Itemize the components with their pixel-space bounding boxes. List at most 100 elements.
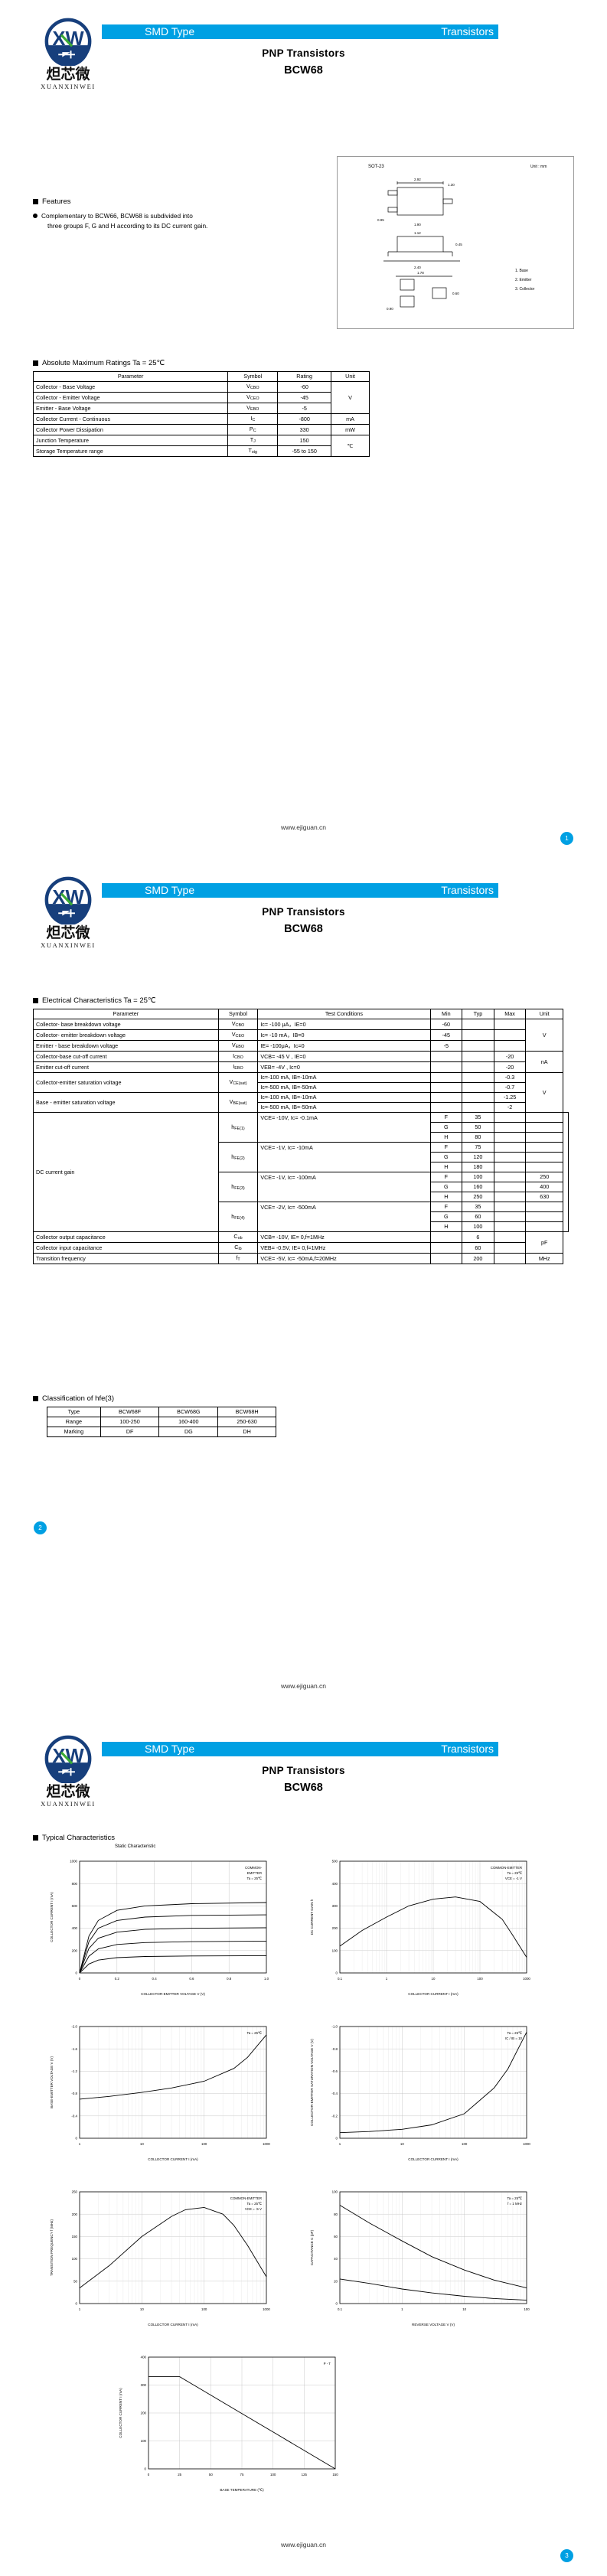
cell-min bbox=[429, 1242, 463, 1254]
svg-text:1: 1 bbox=[339, 2142, 341, 2146]
doc-subtitle: PNP Transistors bbox=[262, 1765, 345, 1776]
cell-min: 120 bbox=[462, 1152, 494, 1162]
svg-text:1000: 1000 bbox=[263, 2307, 270, 2311]
cell-gain-group: F bbox=[429, 1172, 463, 1182]
cell-typ bbox=[462, 1082, 494, 1093]
svg-text:COLLECTOR CURRENT I (mA): COLLECTOR CURRENT I (mA) bbox=[50, 1892, 54, 1942]
cell-symbol: hFE(1) bbox=[217, 1112, 259, 1143]
chart-cap-v: 0.1 1 10 100 0 20 40 60 80 100 Ta = 25℃ f = 1 MHz RE… bbox=[306, 2183, 536, 2328]
cell-test-condition: VCB= -10V, IE= 0,f=1MHz bbox=[257, 1231, 431, 1243]
brand-name-cn: 炟芯微 bbox=[46, 924, 90, 941]
table-row: Junction Temperature TJ 150 ℃ bbox=[32, 435, 370, 457]
cell-max: -20 bbox=[493, 1061, 527, 1073]
table-row: Marking DF DG DH bbox=[47, 1427, 276, 1437]
svg-text:200: 200 bbox=[332, 1926, 338, 1930]
svg-text:0.2: 0.2 bbox=[115, 1977, 120, 1981]
svg-text:Ta = 25℃: Ta = 25℃ bbox=[507, 2196, 523, 2200]
symbol: VCEO bbox=[231, 1031, 245, 1039]
page-header: XW 炟芯微 XUANXINWEI SMD Type Transistors P… bbox=[0, 0, 607, 92]
cell-max bbox=[525, 1152, 563, 1162]
cell-unit: V bbox=[525, 1019, 563, 1052]
table-row: Ic=-500 mA, IB=-50mA -0.7 bbox=[34, 1082, 569, 1093]
typical-heading: Typical Characteristics bbox=[33, 1834, 115, 1842]
svg-text:10: 10 bbox=[140, 2142, 144, 2146]
table-row: Collector Power Dissipation PC 330 mW bbox=[32, 424, 370, 435]
svg-text:1000: 1000 bbox=[70, 1860, 77, 1864]
cell-parameter: Collector Current - Continuous bbox=[32, 413, 229, 425]
cell-symbol: fT bbox=[217, 1253, 259, 1264]
features-section: Features Complementary to BCW66, BCW68 i… bbox=[33, 197, 207, 231]
elec-section: Electrical Characteristics Ta = 25℃ Para… bbox=[33, 996, 569, 1264]
cell-parameter: Junction Temperature bbox=[32, 435, 229, 446]
svg-text:-0.4: -0.4 bbox=[71, 2114, 77, 2118]
chart-ft-ic: 1 10 100 1000 0 50 100 150 200 250 COMMON-EMITTER T… bbox=[46, 2183, 276, 2328]
svg-text:0: 0 bbox=[76, 2137, 78, 2141]
title-bar-left: SMD Type bbox=[145, 884, 195, 896]
chart-hfe-ic-plot: 0.1 1 10 100 1000 0 100 200 300 400 500 COMMON-EMIT… bbox=[310, 1860, 530, 1996]
brand-name-cn: 炟芯微 bbox=[46, 1783, 90, 1800]
electrical-characteristics-table: Parameter Symbol Test Conditions Min Typ… bbox=[33, 1009, 569, 1264]
svg-text:Ta = 25℃: Ta = 25℃ bbox=[247, 1877, 263, 1880]
table-row: Storage Temperature range Tstg -55 to 150 bbox=[32, 445, 370, 457]
svg-text:Ta = 25℃: Ta = 25℃ bbox=[247, 2202, 263, 2206]
svg-text:BASE TEMPERATURE (℃): BASE TEMPERATURE (℃) bbox=[220, 2488, 264, 2492]
cell-max bbox=[493, 1231, 527, 1243]
svg-text:COLLECTOR CURRENT I (mA): COLLECTOR CURRENT I (mA) bbox=[408, 1992, 459, 1996]
package-unit-note: Unit : mm bbox=[530, 165, 547, 169]
brand-name-en: XUANXINWEI bbox=[41, 83, 96, 90]
page-2: XW 炟芯微 XUANXINWEI SMD Type Transistors P… bbox=[0, 859, 607, 1717]
chart-derating-plot: 0 25 50 75 100 125 150 0 100 200 300 400 P - T BASE T… bbox=[119, 2356, 338, 2492]
svg-text:Ta = 25℃: Ta = 25℃ bbox=[507, 1871, 523, 1875]
col-parameter: Parameter bbox=[33, 1009, 219, 1019]
cell-max: 400 bbox=[525, 1182, 563, 1192]
svg-text:40: 40 bbox=[334, 2257, 338, 2261]
cell-symbol: hFE(2) bbox=[217, 1142, 259, 1172]
col-max: Max bbox=[493, 1009, 527, 1019]
cell-parameter: Collector - Base Voltage bbox=[32, 381, 229, 393]
cell-parameter: Collector input capacitance bbox=[33, 1242, 219, 1254]
feature-line-1: Complementary to BCW66, BCW68 is subdivi… bbox=[41, 212, 193, 220]
brand-logo: XW 炟芯微 XUANXINWEI bbox=[33, 17, 103, 90]
table-row: G 160 400 bbox=[34, 1182, 569, 1192]
table-row: Collector input capacitance Cib VEB= -0.5V… bbox=[33, 1242, 569, 1254]
svg-text:1: 1 bbox=[386, 1977, 388, 1981]
table-row: Emitter cut-off current IEBO VEB= -4V , Ic… bbox=[33, 1061, 569, 1073]
svg-text:XW: XW bbox=[52, 28, 84, 50]
cell-max bbox=[493, 1019, 527, 1030]
symbol: VBE(sat) bbox=[229, 1098, 247, 1106]
brand-name-en: XUANXINWEI bbox=[41, 1800, 96, 1808]
symbol: hFE(2) bbox=[231, 1153, 245, 1161]
svg-text:1000: 1000 bbox=[523, 2142, 530, 2146]
elec-heading-label: Electrical Characteristics Ta = 25℃ bbox=[42, 996, 156, 1005]
svg-text:Ta = 25℃: Ta = 25℃ bbox=[507, 2031, 523, 2035]
cell-row-label: Type bbox=[47, 1407, 101, 1417]
static-characteristic-title: Static Characteristic bbox=[115, 1844, 156, 1849]
symbol: TJ bbox=[250, 436, 256, 444]
cell-row-label: Range bbox=[47, 1417, 101, 1427]
cell-symbol: VCBO bbox=[217, 1019, 259, 1030]
cell-typ bbox=[462, 1040, 494, 1052]
cell-symbol: VBE(sat) bbox=[217, 1092, 259, 1113]
svg-text:100: 100 bbox=[462, 2142, 468, 2146]
cell-rating: -5 bbox=[277, 403, 332, 414]
svg-text:-0.4: -0.4 bbox=[331, 2092, 338, 2095]
cell-parameter: Emitter cut-off current bbox=[33, 1061, 219, 1073]
svg-text:BASE-EMITTER VOLTAGE V (V: BASE-EMITTER VOLTAGE V (V) bbox=[50, 2056, 54, 2108]
svg-text:200: 200 bbox=[72, 2212, 78, 2216]
cell-min: 100 bbox=[462, 1172, 494, 1182]
title-bar-right: Transistors bbox=[441, 884, 494, 896]
cell-rating: -55 to 150 bbox=[277, 445, 332, 457]
svg-text:COMMON-EMITTER: COMMON-EMITTER bbox=[491, 1866, 522, 1870]
table-row: G 50 bbox=[34, 1122, 569, 1133]
page-header: XW 炟芯微 XUANXINWEI SMD Type Transistors P… bbox=[0, 1717, 607, 1809]
svg-text:250: 250 bbox=[72, 2190, 78, 2194]
col-rating: Rating bbox=[277, 371, 332, 382]
cell-gain-group: H bbox=[429, 1221, 463, 1232]
symbol: hFE(1) bbox=[231, 1123, 245, 1131]
svg-text:-0.8: -0.8 bbox=[331, 2047, 338, 2051]
cell-max bbox=[493, 1040, 527, 1052]
table-row: hFE(3) VCE= -1V, Ic= -100mA F 100 250 bbox=[34, 1172, 569, 1202]
symbol: fT bbox=[236, 1254, 240, 1262]
svg-text:150: 150 bbox=[332, 2473, 338, 2477]
table-row: Range 100-250 160-400 250-630 bbox=[47, 1417, 276, 1427]
